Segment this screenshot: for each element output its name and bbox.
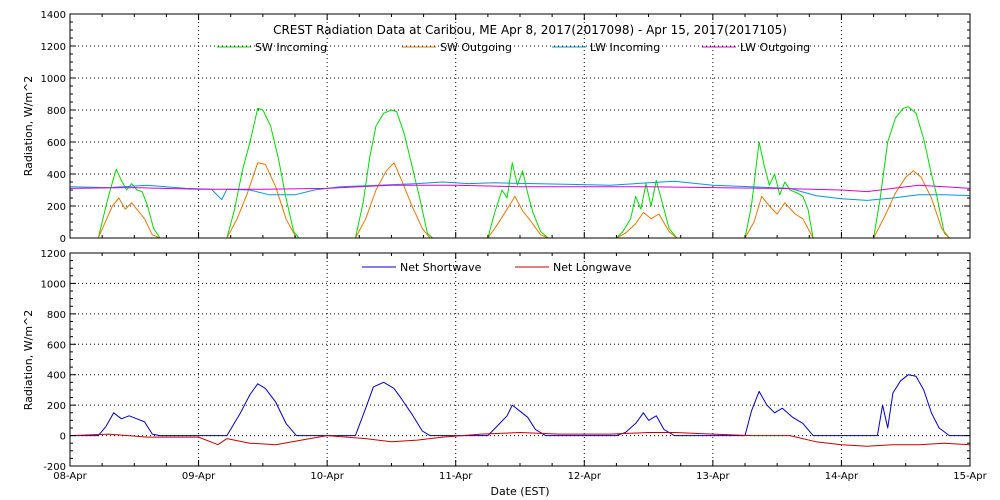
x-tick-label: 13-Apr — [696, 471, 730, 482]
y-tick-label: 600 — [47, 340, 66, 351]
legend-label-lw-incoming: LW Incoming — [590, 41, 660, 54]
y-tick-label: 1000 — [41, 279, 66, 290]
chart-title: CREST Radiation Data at Caribou, ME Apr … — [273, 23, 787, 37]
legend-label-sw-outgoing: SW Outgoing — [440, 41, 512, 54]
y-tick-label: 1000 — [41, 74, 66, 85]
y-tick-label: 1200 — [41, 249, 66, 260]
legend-label-sw-incoming: SW Incoming — [255, 41, 327, 54]
x-tick-label: 11-Apr — [439, 471, 473, 482]
x-tick-label: 10-Apr — [310, 471, 344, 482]
y-tick-label: 0 — [60, 234, 66, 245]
legend-bottom: Net Shortwave Net Longwave — [362, 261, 632, 274]
frame-bottom — [69, 252, 971, 467]
y-tick-label: 800 — [47, 310, 66, 321]
panel-bottom: 08-Apr 09-Apr 10-Apr 11-Apr 12-Apr 13-Apr 14-A… — [22, 249, 988, 498]
ticks-top: 0 200 400 600 800 1000 1200 1400 — [41, 10, 971, 245]
frame-top — [69, 13, 971, 239]
legend-label-net-shortwave: Net Shortwave — [400, 261, 482, 274]
x-tick-label: 12-Apr — [568, 471, 602, 482]
grid-bottom — [70, 253, 970, 466]
ticks-bottom: 08-Apr 09-Apr 10-Apr 11-Apr 12-Apr 13-Apr 14-A… — [41, 249, 988, 482]
y-tick-label: 200 — [47, 202, 66, 213]
series-line-lw-outgoing — [69, 184, 971, 193]
y-tick-label: 800 — [47, 106, 66, 117]
x-axis-label: Date (EST) — [490, 485, 549, 498]
y-axis-label-bottom: Radiation, W/m^2 — [22, 310, 35, 411]
legend-top: SW Incoming SW Outgoing LW Incoming LW Outg… — [217, 41, 810, 54]
y-tick-label: 0 — [60, 432, 66, 443]
y-tick-label: 400 — [47, 371, 66, 382]
series-line-net-longwave — [69, 432, 971, 447]
legend-label-net-longwave: Net Longwave — [553, 261, 632, 274]
series-bottom — [69, 374, 971, 447]
y-tick-label: 1400 — [41, 10, 66, 21]
grid-top — [70, 14, 970, 238]
y-tick-label: -200 — [43, 462, 66, 473]
y-tick-label: 400 — [47, 170, 66, 181]
y-axis-label-top: Radiation, W/m^2 — [22, 76, 35, 177]
panel-top: 0 200 400 600 800 1000 1200 1400 CREST Radiatio… — [22, 10, 971, 245]
series-line-sw-incoming — [70, 106, 970, 239]
legend-label-lw-outgoing: LW Outgoing — [740, 41, 810, 54]
series-line-net-shortwave — [70, 374, 970, 437]
x-tick-label: 14-Apr — [825, 471, 859, 482]
series-top — [69, 106, 971, 239]
x-tick-label: 15-Apr — [953, 471, 987, 482]
y-tick-label: 600 — [47, 138, 66, 149]
x-tick-label: 09-Apr — [182, 471, 216, 482]
y-tick-label: 1200 — [41, 42, 66, 53]
x-tick-label: 08-Apr — [53, 471, 87, 482]
series-line-lw-incoming — [69, 180, 971, 201]
y-tick-label: 200 — [47, 401, 66, 412]
